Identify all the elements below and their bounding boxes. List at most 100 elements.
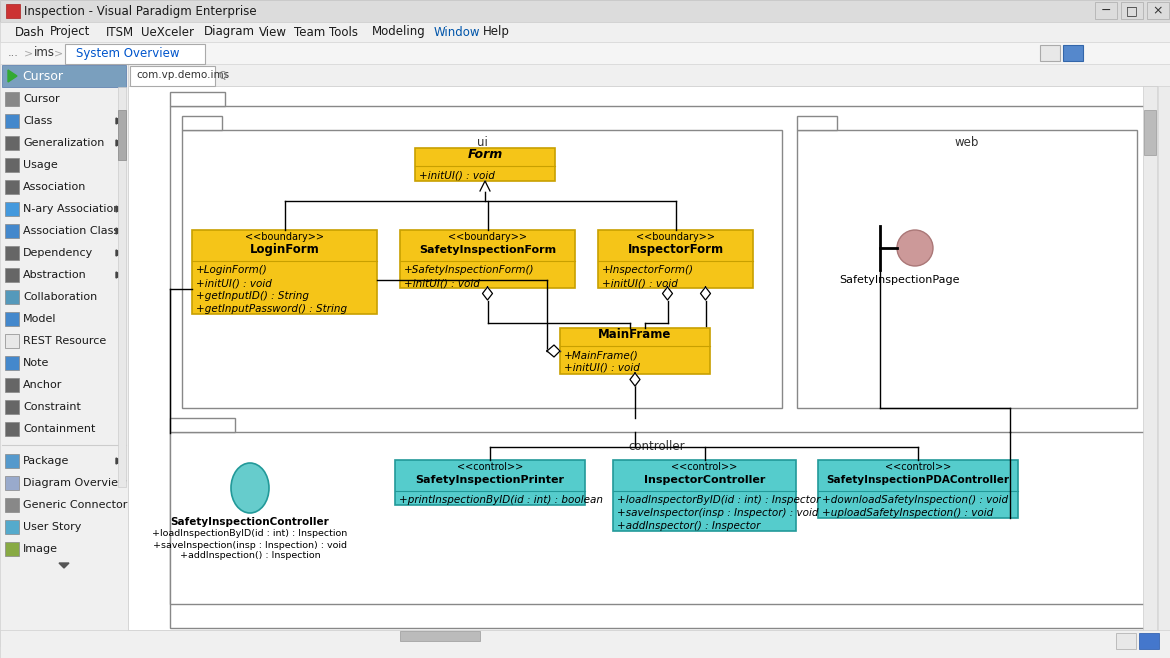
Bar — [613, 460, 796, 531]
Text: +initUI() : void: +initUI() : void — [197, 278, 271, 288]
Text: □: □ — [1126, 4, 1138, 17]
Text: Image: Image — [23, 544, 58, 554]
Bar — [5, 202, 19, 216]
Bar — [118, 87, 126, 487]
Bar — [1116, 633, 1136, 649]
Text: >: > — [25, 48, 33, 58]
Text: Tools: Tools — [330, 26, 358, 39]
Bar — [598, 230, 753, 288]
Text: +initUI() : void: +initUI() : void — [564, 363, 640, 373]
Text: +saveInspection(insp : Inspection) : void: +saveInspection(insp : Inspection) : voi… — [153, 540, 347, 549]
Polygon shape — [662, 287, 673, 300]
Text: LoginForm: LoginForm — [249, 243, 319, 257]
Text: <<boundary>>: <<boundary>> — [448, 232, 526, 242]
Bar — [5, 422, 19, 436]
Polygon shape — [629, 373, 640, 386]
Ellipse shape — [230, 463, 269, 513]
Bar — [5, 334, 19, 348]
Text: +initUI() : void: +initUI() : void — [404, 278, 480, 288]
Text: Dash: Dash — [15, 26, 44, 39]
Bar — [5, 246, 19, 260]
Text: Inspection - Visual Paradigm Enterprise: Inspection - Visual Paradigm Enterprise — [25, 5, 256, 18]
Bar — [183, 116, 222, 130]
Ellipse shape — [897, 230, 932, 266]
Text: InspectorController: InspectorController — [644, 475, 765, 485]
Text: +MainFrame(): +MainFrame() — [564, 350, 639, 360]
Polygon shape — [116, 250, 122, 256]
Text: SafetyInspectionPDAController: SafetyInspectionPDAController — [826, 475, 1010, 485]
Text: Cursor: Cursor — [22, 70, 63, 82]
Text: Diagram: Diagram — [204, 26, 254, 39]
Text: MainFrame: MainFrame — [598, 328, 672, 342]
Text: +getInputPassword() : String: +getInputPassword() : String — [197, 304, 347, 314]
Text: Collaboration: Collaboration — [23, 292, 97, 302]
Text: controller: controller — [628, 440, 686, 453]
Text: Association: Association — [23, 182, 87, 192]
Text: Association Class: Association Class — [23, 226, 119, 236]
Bar — [560, 328, 710, 374]
Bar — [5, 224, 19, 238]
Text: ...: ... — [8, 48, 19, 58]
Bar — [400, 230, 574, 288]
Text: REST Resource: REST Resource — [23, 336, 106, 346]
Bar — [5, 476, 19, 490]
Text: SafetyInspectionForm: SafetyInspectionForm — [419, 245, 556, 255]
Text: +LoginForm(): +LoginForm() — [197, 265, 268, 275]
Text: SafetyInspectionPage: SafetyInspectionPage — [840, 275, 961, 285]
Text: +addInspection() : Inspection: +addInspection() : Inspection — [180, 551, 321, 561]
Bar — [183, 130, 782, 408]
Text: Package: Package — [23, 456, 69, 466]
Text: ui: ui — [476, 136, 488, 149]
Bar — [818, 460, 1018, 518]
Text: Model: Model — [23, 314, 56, 324]
Text: +addInspector() : Inspector: +addInspector() : Inspector — [617, 521, 760, 531]
Polygon shape — [116, 458, 122, 464]
Text: Project: Project — [50, 26, 90, 39]
Text: <<boundary>>: <<boundary>> — [636, 232, 715, 242]
Text: +uploadSafetyInspection() : void: +uploadSafetyInspection() : void — [823, 508, 993, 518]
Bar — [128, 630, 1143, 642]
Text: +SafetyInspectionForm(): +SafetyInspectionForm() — [404, 265, 535, 275]
Bar — [1121, 2, 1143, 19]
Bar — [128, 64, 1170, 86]
Bar — [1040, 45, 1060, 61]
Polygon shape — [480, 181, 490, 191]
Polygon shape — [701, 287, 710, 300]
Bar — [5, 356, 19, 370]
Bar — [5, 290, 19, 304]
Text: Q: Q — [218, 70, 226, 80]
Bar — [1144, 110, 1156, 155]
Bar — [5, 92, 19, 106]
Text: ×: × — [1152, 4, 1163, 17]
Text: System Overview: System Overview — [76, 47, 179, 60]
Bar — [5, 158, 19, 172]
Bar — [5, 400, 19, 414]
Text: Usage: Usage — [23, 160, 57, 170]
Bar — [0, 42, 1170, 64]
Bar — [5, 114, 19, 128]
Text: Diagram Overview: Diagram Overview — [23, 478, 128, 488]
Bar — [66, 44, 205, 64]
Bar — [0, 630, 1170, 658]
Bar — [5, 136, 19, 150]
Text: +initUI() : void: +initUI() : void — [419, 170, 495, 180]
Bar — [1147, 2, 1169, 19]
Bar — [797, 130, 1137, 408]
Polygon shape — [116, 228, 122, 234]
Polygon shape — [548, 345, 560, 357]
Bar — [2, 65, 126, 87]
Text: +saveInspector(insp : Inspector) : void: +saveInspector(insp : Inspector) : void — [617, 508, 819, 518]
Bar — [5, 312, 19, 326]
Text: Team: Team — [294, 26, 325, 39]
Text: ITSM: ITSM — [105, 26, 133, 39]
Text: Form: Form — [467, 149, 503, 161]
Text: Help: Help — [482, 26, 509, 39]
Polygon shape — [58, 563, 69, 568]
Bar — [170, 92, 225, 106]
Bar — [5, 378, 19, 392]
Bar — [0, 22, 1170, 42]
Text: Constraint: Constraint — [23, 402, 81, 412]
Bar — [5, 520, 19, 534]
Bar — [400, 631, 480, 641]
Text: Containment: Containment — [23, 424, 96, 434]
